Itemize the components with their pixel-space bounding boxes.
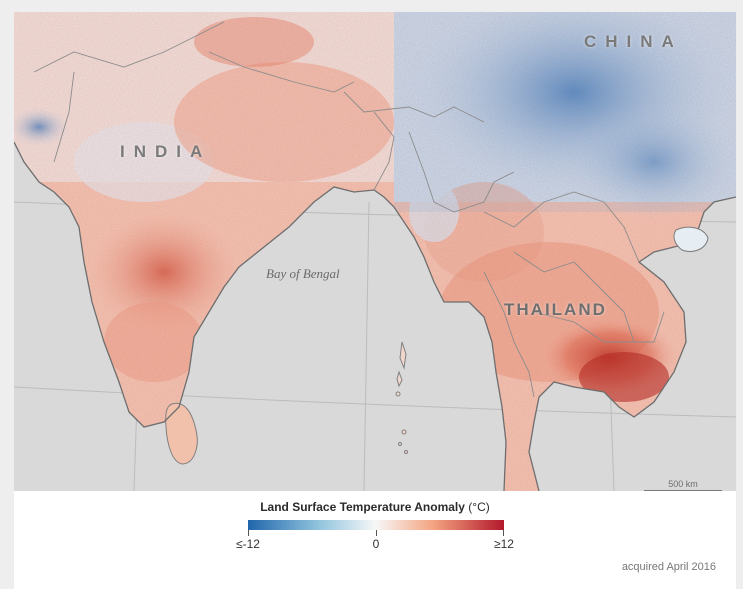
legend-min-label: ≤-12 xyxy=(236,537,260,551)
legend-unit: (°C) xyxy=(468,500,490,514)
country-borders xyxy=(33,21,665,398)
legend-max-label: ≥12 xyxy=(494,537,514,551)
china-label: CHINA xyxy=(584,32,683,51)
tick-min xyxy=(248,530,249,536)
legend-panel: Land Surface Temperature Anomaly (°C) ≤-… xyxy=(14,491,736,589)
acquired-date: acquired April 2016 xyxy=(621,561,716,573)
scale-bar-label: 500 km xyxy=(668,479,698,489)
tick-max xyxy=(503,530,504,536)
hainan-island xyxy=(673,226,709,252)
land-temperature-layer xyxy=(14,12,736,491)
thailand-label: THAILAND xyxy=(504,300,607,319)
map-canvas xyxy=(14,12,736,491)
color-scale-bar xyxy=(248,520,504,530)
sri-lanka-landmass xyxy=(165,402,198,465)
scale-bar: 500 km xyxy=(644,479,722,491)
legend-mid-label: 0 xyxy=(372,537,380,551)
tick-mid xyxy=(376,530,377,536)
andaman-islands xyxy=(395,341,408,454)
india-label: INDIA xyxy=(120,142,212,161)
legend-title: Land Surface Temperature Anomaly (°C) xyxy=(14,500,736,514)
map-view[interactable]: CHINA INDIA THAILAND Bay of Bengal 500 k… xyxy=(14,12,736,491)
bay-of-bengal-label: Bay of Bengal xyxy=(266,266,340,281)
legend-title-text: Land Surface Temperature Anomaly xyxy=(260,500,465,514)
scale-bar-line xyxy=(644,490,722,491)
